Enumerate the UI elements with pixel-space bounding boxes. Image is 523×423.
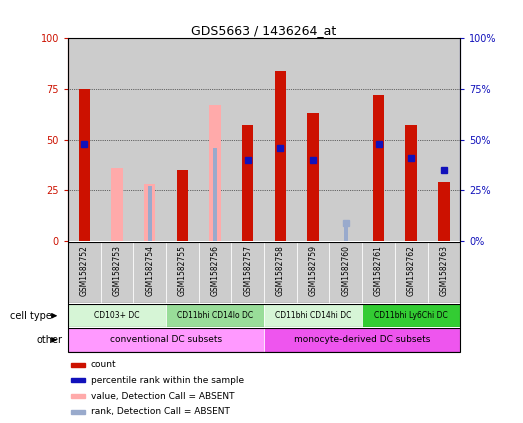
Bar (199, 38, 231, 241)
Bar (166, 304, 264, 327)
Bar (428, 242, 460, 303)
Bar (231, 38, 264, 241)
Text: CD11bhi CD14lo DC: CD11bhi CD14lo DC (177, 311, 253, 320)
Bar (100, 242, 133, 303)
Bar (133, 38, 166, 241)
Bar (395, 38, 428, 241)
Text: GSM1582753: GSM1582753 (112, 245, 121, 296)
Text: monocyte-derived DC subsets: monocyte-derived DC subsets (294, 335, 430, 344)
Bar (344, 237, 348, 241)
Text: count: count (91, 360, 117, 369)
Bar (329, 242, 362, 303)
Bar (71, 378, 85, 382)
Text: GSM1582762: GSM1582762 (407, 245, 416, 296)
Bar (297, 38, 329, 241)
Text: CD11bhi Ly6Chi DC: CD11bhi Ly6Chi DC (374, 311, 448, 320)
Text: cell type: cell type (10, 311, 52, 321)
Bar (133, 242, 166, 303)
Title: GDS5663 / 1436264_at: GDS5663 / 1436264_at (191, 24, 337, 37)
Bar (68, 304, 166, 327)
Bar (71, 363, 85, 367)
Bar (71, 410, 85, 414)
Text: GSM1582757: GSM1582757 (243, 245, 252, 296)
Text: GSM1582763: GSM1582763 (439, 245, 448, 296)
Bar (428, 38, 460, 241)
Bar (144, 184, 155, 241)
Bar (308, 113, 319, 241)
Bar (275, 71, 286, 241)
Bar (264, 304, 362, 327)
Bar (297, 242, 329, 303)
Text: GSM1582752: GSM1582752 (80, 245, 89, 296)
Text: CD11bhi CD14hi DC: CD11bhi CD14hi DC (275, 311, 351, 320)
Text: other: other (37, 335, 63, 345)
Bar (242, 125, 254, 241)
Bar (68, 38, 100, 241)
Bar (71, 394, 85, 398)
Bar (264, 38, 297, 241)
Bar (147, 186, 152, 241)
Bar (362, 242, 395, 303)
Text: GSM1582761: GSM1582761 (374, 245, 383, 296)
Text: conventional DC subsets: conventional DC subsets (110, 335, 222, 344)
Text: rank, Detection Call = ABSENT: rank, Detection Call = ABSENT (91, 407, 230, 416)
Bar (405, 125, 417, 241)
Bar (213, 148, 217, 241)
Text: GSM1582754: GSM1582754 (145, 245, 154, 296)
Bar (231, 242, 264, 303)
Bar (264, 242, 297, 303)
Bar (329, 38, 362, 241)
Bar (177, 170, 188, 241)
Text: GSM1582756: GSM1582756 (211, 245, 220, 296)
Bar (111, 168, 123, 241)
Bar (373, 95, 384, 241)
Text: percentile rank within the sample: percentile rank within the sample (91, 376, 244, 385)
Bar (209, 105, 221, 241)
Text: GSM1582760: GSM1582760 (342, 245, 350, 296)
Bar (100, 38, 133, 241)
Bar (68, 242, 100, 303)
Bar (166, 242, 199, 303)
Bar (438, 182, 450, 241)
Text: CD103+ DC: CD103+ DC (94, 311, 140, 320)
Text: GSM1582759: GSM1582759 (309, 245, 317, 296)
Text: GSM1582755: GSM1582755 (178, 245, 187, 296)
Text: value, Detection Call = ABSENT: value, Detection Call = ABSENT (91, 392, 234, 401)
Bar (78, 89, 90, 241)
Bar (344, 223, 348, 241)
Text: GSM1582758: GSM1582758 (276, 245, 285, 296)
Bar (395, 242, 428, 303)
Bar (362, 304, 460, 327)
Bar (362, 38, 395, 241)
Bar (264, 328, 460, 352)
Bar (166, 38, 199, 241)
Bar (199, 242, 231, 303)
Bar (68, 328, 264, 352)
